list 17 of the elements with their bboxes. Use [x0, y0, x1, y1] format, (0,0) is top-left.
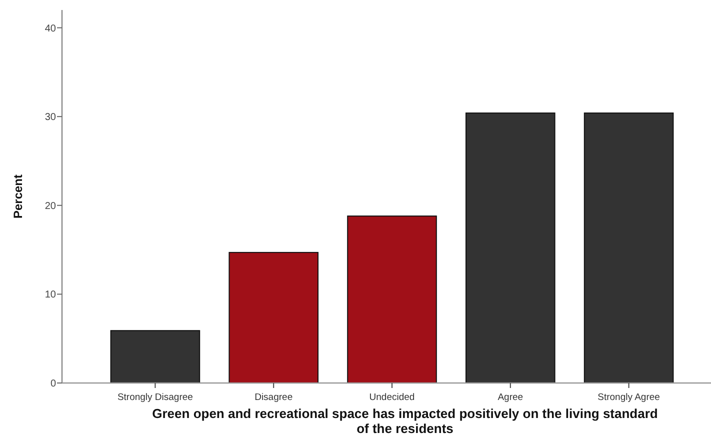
bar [584, 112, 674, 384]
bar [110, 330, 200, 384]
x-tick-label: Undecided [369, 392, 415, 403]
x-tick-label: Disagree [254, 392, 293, 403]
x-tick-label: Strongly Agree [598, 392, 660, 403]
bar [466, 112, 556, 384]
bar [228, 252, 318, 384]
y-tick-label: 40 [44, 23, 56, 34]
y-axis-title: Percent [11, 174, 25, 219]
y-tick-label: 30 [44, 112, 56, 124]
x-tick-label: Strongly Disagree [117, 392, 193, 403]
x-axis-title: Green open and recreational space has impacted positively on the living standard of the residents [152, 406, 658, 436]
y-tick-label: 10 [44, 290, 56, 301]
x-tick-label: Agree [498, 392, 524, 403]
y-tick-label: 0 [50, 378, 56, 390]
bar [347, 216, 437, 384]
y-tick-label: 20 [44, 200, 56, 212]
